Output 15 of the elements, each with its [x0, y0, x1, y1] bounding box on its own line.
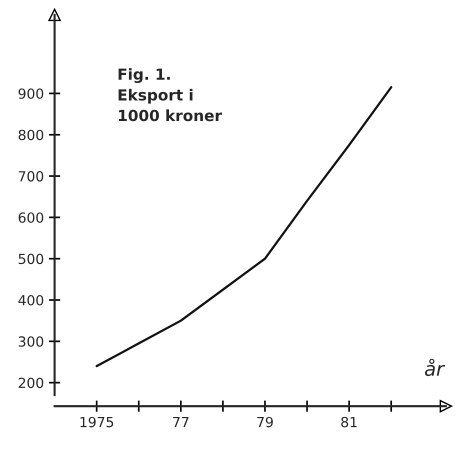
y-tick-label: 400 — [18, 294, 44, 306]
x-axis-title: år — [425, 358, 446, 376]
text: Fig. 1. Eksport i 1000 kroner — [118, 68, 222, 122]
y-tick-label: 600 — [18, 212, 44, 223]
x-tick-label: 79 — [257, 416, 273, 428]
line-series — [96, 86, 392, 368]
y-tick-label: 800 — [18, 130, 44, 140]
y-tick-label: 700 — [18, 171, 44, 182]
y-tick-label: 200 — [18, 378, 44, 388]
y-tick-label: 300 — [18, 336, 44, 347]
x-tick-label: 1975 — [80, 416, 114, 428]
y-tick-label: 900 — [18, 88, 44, 99]
y-tick-label: 500 — [18, 254, 44, 264]
x-tick-label: 81 — [341, 416, 357, 428]
x-tick-label: 77 — [173, 417, 188, 428]
